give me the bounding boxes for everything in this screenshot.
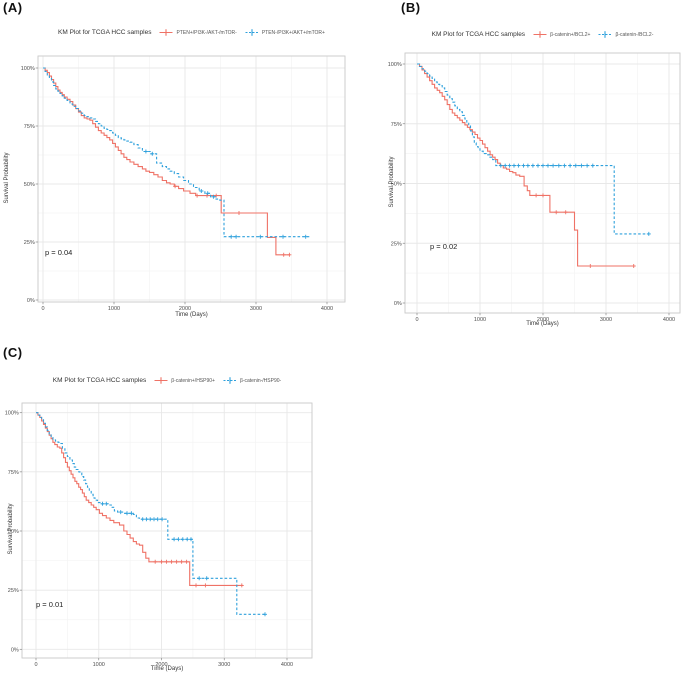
x-tick-label: 3000 [600, 317, 612, 323]
legend-label: β-catenin-/BCL2- [615, 31, 654, 38]
km-panel-c: (C) KM Plot for TCGA HCC samples β-caten… [0, 345, 330, 681]
legend-label: PTEN+/PI3K-/AKT-/mTOR- [176, 29, 237, 36]
legend-item: β-catenin+/HSP90+ [153, 376, 215, 385]
legend-label: β-catenin+/BCL2+ [550, 31, 591, 38]
x-axis-title: Time (Days) [526, 321, 559, 327]
x-tick-label: 4000 [321, 306, 333, 312]
axis-ticks: 0 1000 2000 3000 4000 0% 25% 50% 75% 100% [5, 411, 293, 668]
x-tick-label: 4000 [281, 662, 293, 668]
legend-item: β-catenin+/BCL2+ [532, 30, 590, 39]
y-tick-label: 75% [391, 122, 402, 128]
y-tick-label: 0% [11, 647, 19, 653]
chart-title: KM Plot for TCGA HCC samples [431, 31, 526, 38]
legend-item: β-catenin-/HSP90- [222, 376, 281, 385]
legend-item: PTEN-/PI3K+/AKT+/mTOR+ [244, 28, 325, 37]
censor-plus-icon [223, 377, 237, 384]
km-curve-series-1 [43, 67, 310, 238]
legend-label: β-catenin+/HSP90+ [171, 377, 215, 384]
y-tick-label: 100% [5, 411, 19, 417]
x-tick-label: 1000 [93, 662, 105, 668]
x-tick-label: 0 [41, 306, 44, 312]
plot-border [37, 55, 346, 303]
km-curve-series-0 [43, 67, 291, 256]
x-tick-label: 1000 [108, 306, 120, 312]
p-value-annotation: p = 0.01 [36, 600, 64, 609]
legend-item: PTEN+/PI3K-/AKT-/mTOR- [158, 28, 237, 37]
y-tick-label: 75% [24, 124, 35, 130]
y-tick-label: 25% [8, 588, 19, 594]
y-tick-label: 0% [27, 298, 35, 304]
chart-title: KM Plot for TCGA HCC samples [58, 29, 152, 36]
p-value-annotation: p = 0.02 [430, 242, 458, 251]
chart-header: KM Plot for TCGA HCC samples β-catenin+/… [405, 30, 680, 39]
km-plot-b: 0 1000 2000 3000 4000 0% 25% 50% 75% 100% [388, 52, 681, 323]
x-tick-label: 2000 [537, 317, 549, 323]
y-tick-label: 25% [24, 240, 35, 246]
x-tick-label: 0 [415, 317, 418, 323]
y-tick-label: 50% [391, 182, 402, 188]
km-panel-b: (B) KM Plot for TCGA HCC samples β-caten… [385, 0, 685, 345]
legend-label: PTEN-/PI3K+/AKT+/mTOR+ [261, 29, 325, 36]
y-tick-label: 100% [21, 66, 35, 72]
km-curve-series-1 [36, 412, 267, 615]
km-plot-a: 0 1000 2000 3000 4000 0% 25% 50% 75% 100% [21, 55, 346, 312]
x-tick-label: 2000 [155, 662, 167, 668]
x-axis-title: Time (Days) [150, 666, 184, 672]
p-value-annotation: p = 0.04 [45, 248, 73, 257]
censor-plus-icon [154, 377, 168, 384]
panel-label-b: (B) [401, 0, 421, 15]
censor-plus-icon [533, 31, 547, 38]
km-curve-series-0 [417, 63, 635, 267]
censor-marks-series-0 [173, 184, 292, 257]
plot-border [404, 52, 681, 314]
y-tick-label: 50% [8, 529, 19, 535]
chart-header: KM Plot for TCGA HCC samples PTEN+/PI3K-… [38, 28, 345, 37]
censor-plus-icon [245, 29, 259, 36]
axis-ticks: 0 1000 2000 3000 4000 0% 25% 50% 75% 100% [21, 66, 333, 312]
plot-border [21, 402, 313, 659]
km-curve-series-1 [417, 63, 649, 235]
grid-lines [38, 56, 345, 302]
x-tick-label: 2000 [179, 306, 191, 312]
x-tick-label: 4000 [663, 317, 675, 323]
x-tick-label: 1000 [474, 317, 486, 323]
chart-title: KM Plot for TCGA HCC samples [52, 377, 147, 384]
x-tick-label: 3000 [218, 662, 230, 668]
censor-plus-icon [159, 29, 173, 36]
x-tick-label: 0 [34, 662, 37, 668]
axis-ticks: 0 1000 2000 3000 4000 0% 25% 50% 75% 100% [388, 62, 675, 323]
censor-marks-series-0 [153, 559, 244, 588]
y-tick-label: 0% [394, 301, 402, 307]
grid-lines [405, 53, 680, 313]
censor-plus-icon [598, 31, 612, 38]
y-tick-label: 50% [24, 182, 35, 188]
grid-lines [22, 403, 312, 658]
legend-item: β-catenin-/BCL2- [597, 30, 653, 39]
censor-marks-series-0 [534, 193, 636, 268]
panel-label-a: (A) [3, 0, 23, 15]
panel-label-c: (C) [3, 345, 23, 360]
km-panel-a: (A) KM Plot for TCGA HCC samples PTEN+/P… [0, 0, 372, 340]
x-tick-label: 3000 [250, 306, 262, 312]
y-tick-label: 75% [8, 470, 19, 476]
legend-label: β-catenin-/HSP90- [239, 377, 282, 384]
y-tick-label: 100% [388, 62, 402, 68]
x-axis-title: Time (Days) [175, 312, 208, 318]
censor-marks-series-1 [100, 501, 267, 617]
censor-marks-series-1 [498, 163, 651, 236]
chart-header: KM Plot for TCGA HCC samples β-catenin+/… [22, 376, 312, 385]
km-plot-c: 0 1000 2000 3000 4000 0% 25% 50% 75% 100% [5, 402, 313, 668]
censor-marks-series-1 [143, 149, 308, 239]
y-tick-label: 25% [391, 241, 402, 247]
